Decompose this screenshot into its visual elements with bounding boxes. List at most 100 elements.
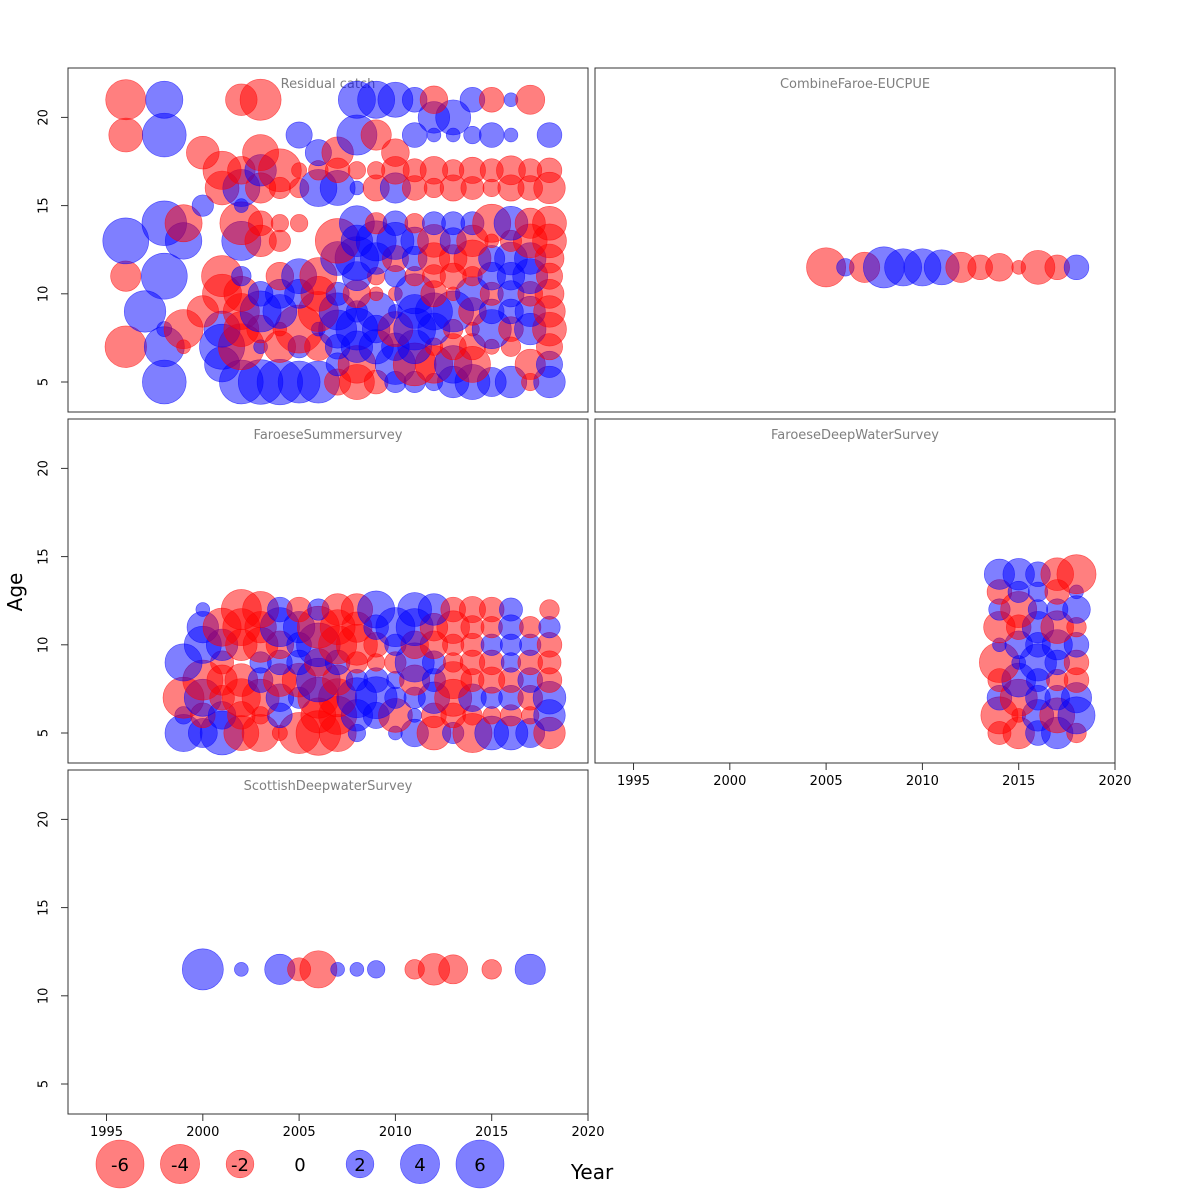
residual-bubble	[538, 616, 561, 639]
x-tick-label: 2005	[283, 1125, 316, 1140]
residual-bubble	[357, 590, 396, 629]
panels: Residual catch5101520CombineFaroe-EUCPUE…	[37, 67, 1132, 1140]
residual-bubble	[141, 252, 188, 300]
x-tick-label: 2010	[906, 774, 939, 789]
legend-label: 4	[414, 1155, 425, 1176]
residual-bubble	[382, 210, 409, 236]
panel-title: FaroeseSummersurvey	[254, 428, 403, 443]
residual-bubble	[367, 960, 386, 979]
residual-bubble	[104, 325, 147, 368]
residual-bubble	[108, 117, 144, 153]
residual-bubble	[368, 286, 384, 302]
y-tick-label: 20	[37, 811, 52, 828]
residual-bubble	[384, 686, 407, 709]
residual-bubble	[191, 194, 214, 217]
panel-3: FaroeseSummersurvey 5 10 15 20	[37, 418, 589, 764]
residual-bubble	[231, 266, 252, 287]
residual-bubble	[102, 217, 150, 265]
residual-bubble	[479, 122, 505, 148]
x-axis-label: Year	[570, 1160, 614, 1184]
residual-bubble	[181, 948, 224, 991]
y-tick-label: 15	[37, 899, 52, 916]
residual-bubble	[499, 597, 523, 622]
panel-4: FaroeseDeepWaterSurvey 1995 2000 2005 2010 20…	[594, 418, 1132, 789]
residual-bubble	[290, 214, 309, 233]
panel-title: FaroeseDeepWaterSurvey	[771, 428, 939, 443]
y-tick-label: 10	[37, 637, 52, 654]
y-tick-label: 20	[37, 460, 52, 477]
x-tick-label: 2010	[379, 1125, 412, 1140]
residual-bubble	[349, 962, 365, 977]
residual-bubble	[142, 112, 187, 158]
legend-label: 0	[294, 1155, 305, 1176]
residual-bubble	[285, 121, 313, 149]
x-tick-label: 2015	[1002, 774, 1035, 789]
y-tick-label: 5	[37, 729, 52, 737]
residual-bubble	[242, 134, 279, 172]
panel-frame	[67, 769, 589, 1115]
shared-axes: Age Year	[3, 573, 614, 1184]
residual-bubble	[985, 253, 1014, 282]
y-tick-label: 15	[37, 548, 52, 565]
residual-bubble	[381, 138, 410, 167]
legend-label: -4	[171, 1155, 189, 1176]
x-tick-label: 2015	[475, 1125, 508, 1140]
residual-bubble	[247, 210, 274, 236]
residual-bubble	[1063, 254, 1090, 281]
x-tick-label: 2000	[713, 774, 746, 789]
residual-bubble	[536, 122, 563, 148]
residual-bubble	[349, 180, 365, 196]
residual-bubble	[347, 161, 366, 180]
legend-bubble	[455, 1139, 505, 1189]
panel-title: ScottishDeepwaterSurvey	[244, 779, 413, 794]
residual-bubble	[536, 157, 563, 184]
x-tick-label: 2005	[810, 774, 843, 789]
residual-bubble	[407, 708, 422, 723]
size-legend: -6 -4 -2 0 2 4 6	[95, 1139, 505, 1189]
residual-bubble	[123, 290, 167, 333]
residual-bubble	[110, 260, 142, 292]
residual-bubble	[268, 229, 291, 252]
residual-bubble	[539, 599, 560, 620]
residual-bubble	[438, 954, 469, 985]
residual-bubble	[145, 80, 184, 119]
residual-bubble	[481, 959, 502, 980]
residual-bubble	[234, 962, 249, 977]
residual-bubble	[105, 79, 147, 121]
legend-bubble	[345, 1149, 375, 1179]
panel-frame	[67, 67, 589, 413]
residual-bubble	[532, 205, 567, 241]
x-tick-label: 1995	[90, 1125, 123, 1140]
panel-frame	[67, 418, 589, 764]
panel-frame	[594, 67, 1116, 413]
y-tick-label: 15	[37, 197, 52, 214]
y-tick-label: 10	[37, 286, 52, 303]
residual-bubble	[514, 953, 546, 985]
residual-bubble	[186, 135, 220, 170]
x-tick-label: 1995	[617, 774, 650, 789]
residual-bubble	[164, 204, 203, 243]
legend-bubble	[225, 1149, 255, 1179]
y-tick-label: 5	[37, 1080, 52, 1088]
residual-bubble	[1027, 599, 1049, 620]
x-tick-label: 2000	[186, 1125, 219, 1140]
residual-bubble	[482, 706, 501, 725]
residual-bubble	[479, 87, 505, 113]
residual-bubble	[291, 162, 308, 179]
legend-label: -6	[111, 1155, 129, 1176]
legend-label: 2	[354, 1155, 365, 1176]
x-tick-label: 2020	[1098, 774, 1131, 789]
residual-bubble	[195, 602, 211, 617]
residual-bubble	[419, 85, 449, 114]
residual-bubble	[519, 616, 542, 639]
residual-bubble	[270, 214, 289, 233]
residual-bubble	[360, 119, 392, 151]
y-axis-label: Age	[3, 573, 27, 612]
legend-label: 6	[474, 1155, 485, 1176]
panel-2: CombineFaroe-EUCPUE	[594, 67, 1116, 413]
residual-bubble	[330, 962, 345, 977]
residual-bubble	[404, 213, 425, 234]
y-tick-label: 5	[37, 378, 52, 386]
residual-bubble	[239, 78, 282, 121]
